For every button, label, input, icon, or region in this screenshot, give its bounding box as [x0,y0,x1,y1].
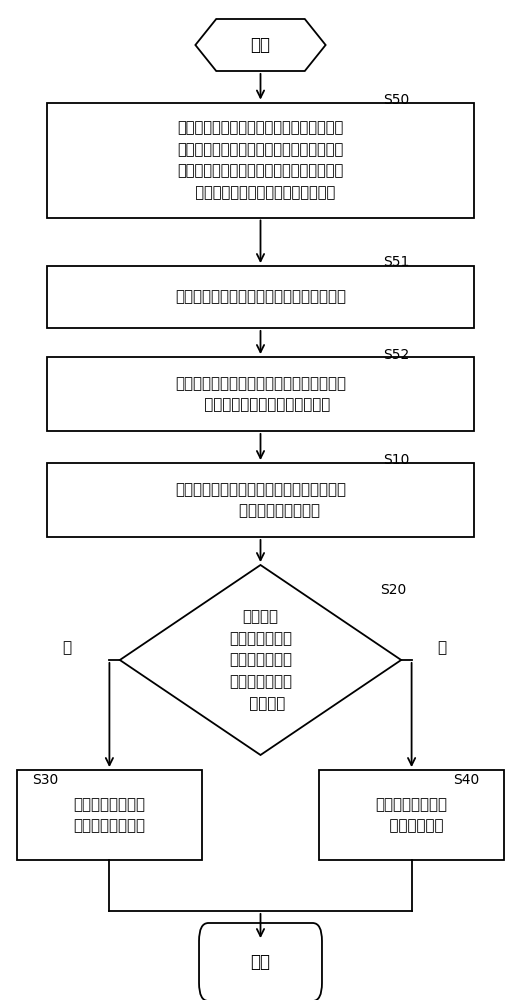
FancyBboxPatch shape [17,770,202,860]
Text: 获取固定无线终端在激活时的位置信息，作
   为固定无线终端的基准位置信息: 获取固定无线终端在激活时的位置信息，作 为固定无线终端的基准位置信息 [175,376,346,412]
Text: 否: 否 [437,641,446,656]
Polygon shape [195,19,326,71]
Text: 当前位置
信息与基准位置
信息之间的距离
小于或等于预设
   距离阈值: 当前位置 信息与基准位置 信息之间的距离 小于或等于预设 距离阈值 [229,609,292,711]
Text: 开始: 开始 [251,36,270,54]
Text: S40: S40 [453,773,479,787]
Text: S10: S10 [383,453,410,467]
FancyBboxPatch shape [47,463,474,537]
Text: 禁止固定无线终端
  发起网络业务: 禁止固定无线终端 发起网络业务 [376,797,448,833]
Text: 结束: 结束 [251,953,270,971]
Text: 是: 是 [62,641,71,656]
Text: S51: S51 [383,255,410,269]
Text: S20: S20 [380,583,406,597]
FancyBboxPatch shape [319,770,504,860]
Text: 当终端激活指令到达时，激活固定无线终端: 当终端激活指令到达时，激活固定无线终端 [175,290,346,304]
Polygon shape [120,565,401,755]
Text: S52: S52 [383,348,409,362]
FancyBboxPatch shape [199,923,322,1000]
FancyBboxPatch shape [47,103,474,218]
FancyBboxPatch shape [47,266,474,328]
Text: 当网络业务启动指令到达时，获取固定无线
        终端当前的位置信息: 当网络业务启动指令到达时，获取固定无线 终端当前的位置信息 [175,482,346,518]
Text: S50: S50 [383,93,409,107]
Text: 允许固定无线终端
正常发起网络业务: 允许固定无线终端 正常发起网络业务 [73,797,145,833]
Text: 当固定无线终端拨打特定激活号码，或固定
无线终端待机时长超过预设激活待机时间阈
值，或固定无线终端通话时长超过预设激活
  通话时间阈值时，生成终端激活指令: 当固定无线终端拨打特定激活号码，或固定 无线终端待机时长超过预设激活待机时间阈 … [177,120,344,200]
FancyBboxPatch shape [47,357,474,431]
Text: S30: S30 [32,773,58,787]
